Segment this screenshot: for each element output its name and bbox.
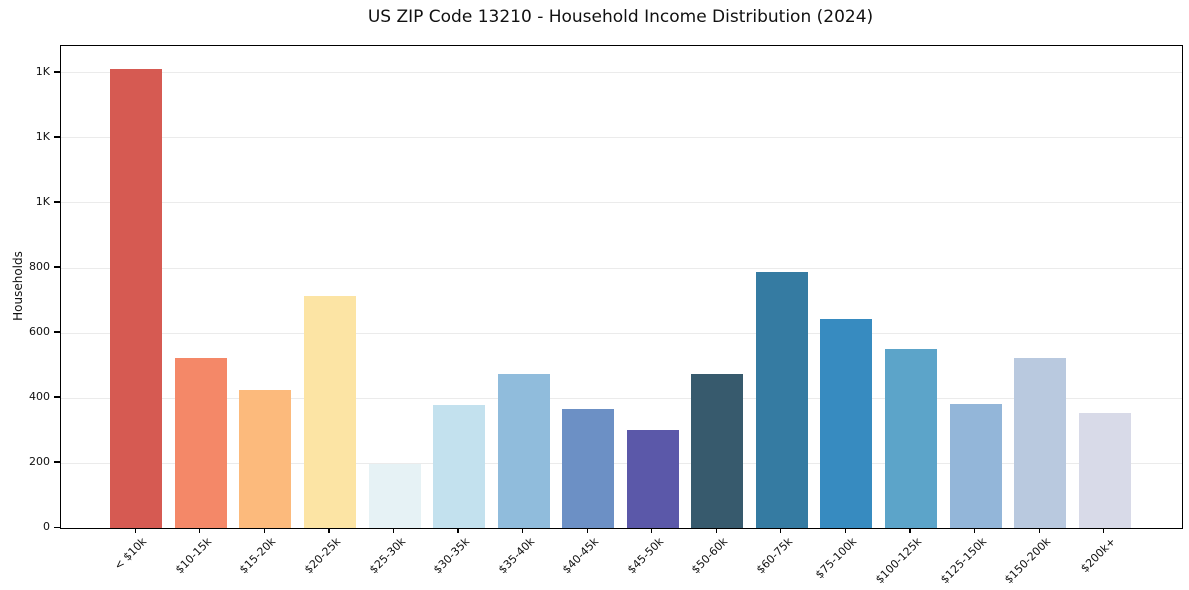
plot-area: [60, 45, 1183, 529]
x-tick-label: $10-15k: [172, 535, 215, 577]
x-tick-mark: [1038, 528, 1040, 533]
x-tick-mark: [1103, 528, 1105, 533]
y-tick-mark-800: [54, 266, 60, 268]
gridline-800: [61, 267, 1182, 269]
gridline-600: [61, 332, 1182, 334]
x-tick-label: $40-45k: [560, 535, 602, 577]
y-tick-label: 1K: [35, 194, 50, 208]
y-tick-label: 0: [43, 520, 50, 533]
y-tick-label: 600: [29, 324, 50, 338]
bar--15-20k: [239, 389, 292, 528]
bar--125-150k: [949, 404, 1002, 528]
bar--30-35k: [433, 405, 486, 528]
bar--10-15k: [174, 358, 227, 528]
x-tick-mark: [586, 528, 588, 533]
bar--40-45k: [562, 409, 615, 528]
bar--200k+: [1078, 412, 1131, 528]
x-tick-label: $50-60k: [689, 535, 731, 577]
y-tick-mark-600: [54, 331, 60, 333]
x-tick-mark: [263, 528, 265, 533]
y-tick-label: 1K: [35, 129, 50, 143]
x-tick-label: $60-75k: [753, 535, 796, 577]
x-tick-mark: [909, 528, 911, 533]
x-tick-mark: [715, 528, 717, 533]
bar--25-30k: [368, 464, 421, 528]
x-tick-label: $45-50k: [624, 535, 666, 577]
x-tick-label: $25-30k: [366, 535, 408, 577]
x-tick-label: < $10k: [111, 535, 150, 573]
y-tick-mark-1000: [54, 201, 60, 203]
y-tick-label: 1K: [35, 64, 50, 78]
x-tick-mark: [973, 528, 976, 533]
x-tick-label: $15-20k: [237, 535, 279, 577]
y-tick-label: 400: [29, 389, 50, 403]
bar--45-50k: [626, 429, 679, 528]
gridline-400: [61, 397, 1182, 399]
y-tick-mark-400: [54, 396, 60, 398]
x-tick-label: $150-200k: [1002, 535, 1054, 587]
x-tick-mark: [780, 528, 782, 533]
x-tick-label: $20-25k: [301, 535, 344, 577]
gridline-1400: [61, 72, 1182, 74]
x-tick-mark: [328, 528, 330, 533]
x-tick-mark: [522, 528, 524, 533]
bar--150-200k: [1014, 358, 1067, 528]
y-tick-mark-1400: [54, 71, 60, 73]
bar--75-100k: [820, 318, 873, 528]
bar--10k: [110, 69, 163, 528]
x-tick-label: $125-150k: [937, 535, 989, 587]
gridline-1000: [61, 202, 1182, 204]
gridline-200: [61, 462, 1182, 464]
bar--20-25k: [303, 295, 356, 528]
bar--100-125k: [885, 348, 938, 528]
x-tick-mark: [134, 528, 136, 533]
x-tick-mark: [392, 528, 395, 533]
bar--60-75k: [755, 271, 808, 528]
y-tick-label: 200: [29, 454, 50, 468]
gridline-1200: [61, 137, 1182, 139]
x-tick-label: $30-35k: [431, 535, 473, 577]
bar--50-60k: [691, 373, 744, 528]
x-tick-label: $35-40k: [495, 535, 537, 577]
x-tick-label: $200k+: [1077, 535, 1118, 576]
y-tick-mark-200: [54, 461, 60, 463]
bar--35-40k: [497, 373, 550, 528]
y-tick-mark-0: [54, 526, 60, 528]
x-tick-label: $75-100k: [813, 535, 860, 582]
x-tick-label: $100-125k: [873, 535, 925, 587]
x-tick-mark: [457, 528, 459, 533]
y-tick-label: 800: [29, 259, 50, 273]
chart-title: US ZIP Code 13210 - Household Income Dis…: [367, 7, 874, 27]
x-tick-mark: [651, 528, 653, 533]
y-tick-mark-1200: [54, 136, 60, 138]
x-tick-mark: [844, 528, 847, 533]
x-tick-mark: [199, 528, 201, 533]
